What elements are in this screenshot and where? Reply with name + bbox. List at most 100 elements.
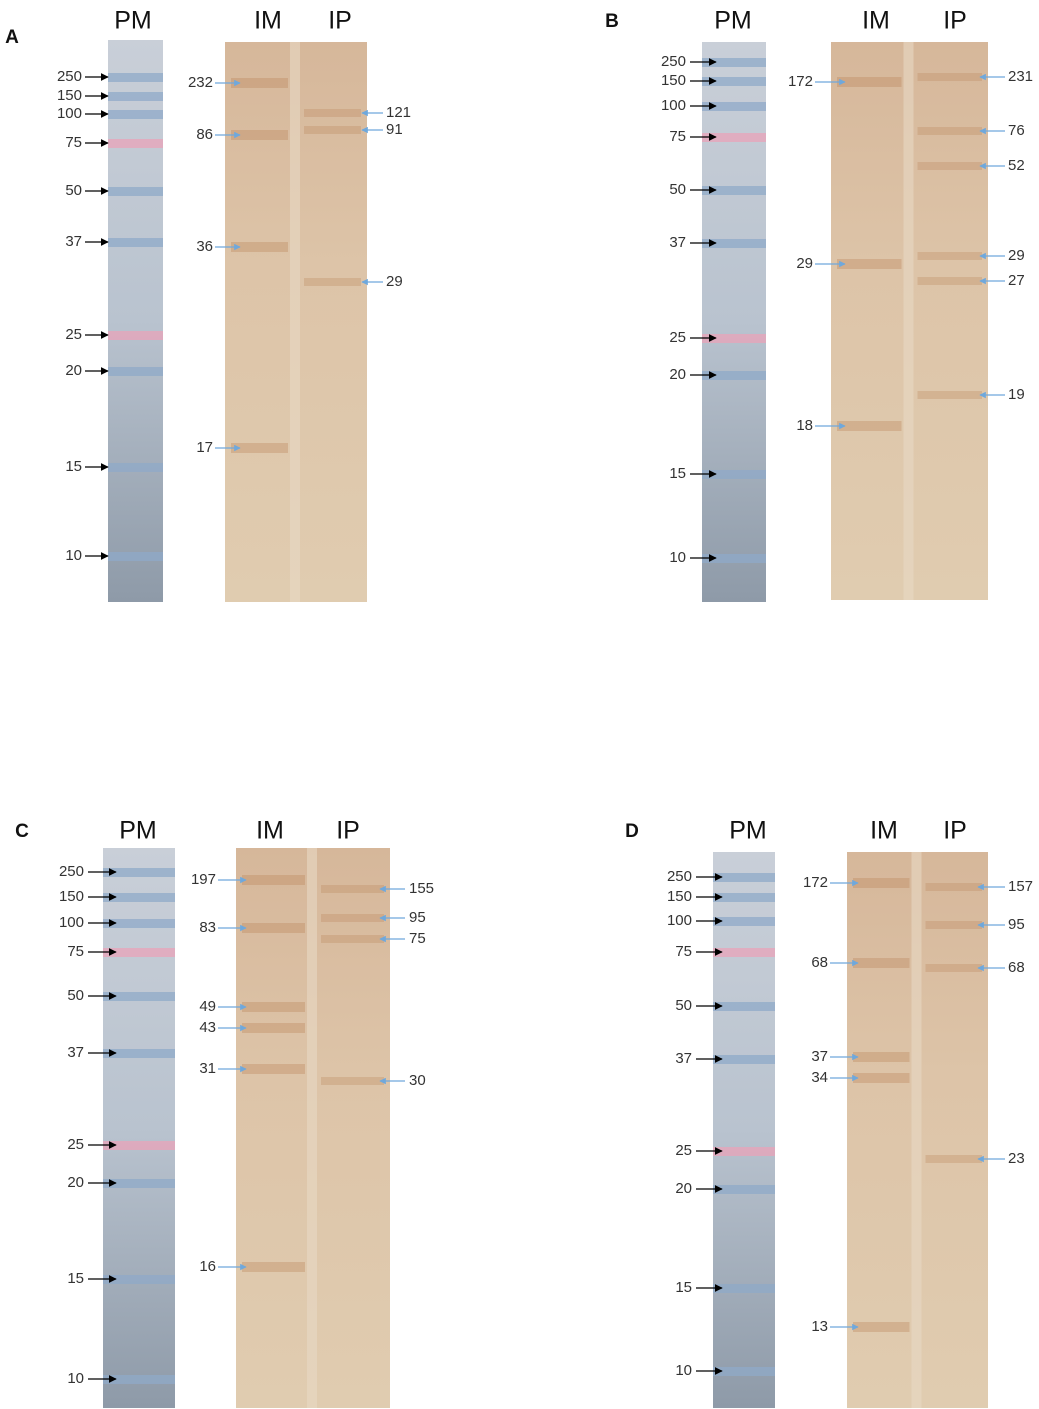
band-label: 83 — [199, 919, 216, 936]
lane-header: PM — [729, 817, 767, 845]
marker-label: 150 — [57, 87, 82, 104]
band-label: 19 — [1008, 386, 1025, 403]
marker-label: 100 — [667, 912, 692, 929]
blot-band — [304, 278, 361, 286]
marker-band — [702, 334, 766, 343]
marker-label: 100 — [661, 97, 686, 114]
marker-strip — [713, 852, 775, 1408]
marker-label: 50 — [675, 997, 692, 1014]
band-label: 91 — [386, 121, 403, 138]
lane-header: IP — [943, 817, 967, 845]
band-label: 34 — [811, 1069, 828, 1086]
marker-label: 100 — [57, 105, 82, 122]
band-label: 95 — [1008, 916, 1025, 933]
lane-header: IP — [328, 7, 352, 35]
blot-band — [242, 1023, 305, 1033]
lane-gap — [307, 848, 317, 1408]
band-label: 30 — [409, 1072, 426, 1089]
blot-band — [304, 126, 361, 134]
marker-band — [108, 463, 163, 472]
marker-label: 20 — [65, 362, 82, 379]
band-label: 76 — [1008, 122, 1025, 139]
marker-band — [702, 77, 766, 86]
band-label: 75 — [409, 930, 426, 947]
lane-gap — [290, 42, 300, 602]
marker-band — [713, 1055, 775, 1064]
blot-band — [231, 130, 288, 140]
marker-label: 250 — [59, 863, 84, 880]
marker-band — [702, 239, 766, 248]
blot-band — [242, 1002, 305, 1012]
band-label: 29 — [386, 273, 403, 290]
marker-band — [702, 133, 766, 142]
band-label: 52 — [1008, 157, 1025, 174]
blot-band — [231, 443, 288, 453]
panel-label: D — [625, 821, 639, 842]
band-label: 172 — [803, 874, 828, 891]
marker-band — [713, 873, 775, 882]
marker-label: 250 — [57, 68, 82, 85]
marker-band — [702, 58, 766, 67]
marker-band — [103, 868, 175, 877]
lane-header: IM — [256, 817, 284, 845]
lane-header: PM — [119, 817, 157, 845]
marker-band — [702, 554, 766, 563]
blot-band — [837, 421, 902, 431]
band-label: 29 — [796, 255, 813, 272]
marker-strip — [108, 40, 163, 602]
marker-band — [713, 948, 775, 957]
blot-band — [321, 1077, 384, 1085]
marker-label: 25 — [675, 1142, 692, 1159]
marker-band — [103, 1141, 175, 1150]
band-label: 17 — [196, 439, 213, 456]
blot-band — [231, 242, 288, 252]
marker-band — [713, 1284, 775, 1293]
marker-label: 75 — [669, 128, 686, 145]
marker-band — [108, 92, 163, 101]
marker-band — [713, 1002, 775, 1011]
marker-band — [103, 992, 175, 1001]
band-label: 68 — [1008, 959, 1025, 976]
blot-band — [925, 1155, 982, 1163]
lane-header: PM — [114, 7, 152, 35]
marker-band — [713, 1367, 775, 1376]
marker-label: 150 — [667, 888, 692, 905]
band-label: 18 — [796, 417, 813, 434]
marker-band — [108, 139, 163, 148]
band-label: 43 — [199, 1019, 216, 1036]
blot-band — [917, 277, 982, 285]
marker-label: 37 — [669, 234, 686, 251]
panel-label: B — [605, 11, 619, 32]
marker-band — [702, 371, 766, 380]
marker-label: 10 — [67, 1370, 84, 1387]
band-label: 197 — [191, 871, 216, 888]
marker-label: 25 — [669, 329, 686, 346]
band-label: 27 — [1008, 272, 1025, 289]
panel-label: A — [5, 27, 19, 48]
marker-label: 50 — [669, 181, 686, 198]
marker-band — [713, 1147, 775, 1156]
marker-label: 37 — [675, 1050, 692, 1067]
band-label: 157 — [1008, 878, 1033, 895]
marker-label: 15 — [675, 1279, 692, 1296]
marker-band — [702, 470, 766, 479]
marker-band — [702, 186, 766, 195]
marker-band — [103, 1375, 175, 1384]
marker-band — [103, 948, 175, 957]
band-label: 95 — [409, 909, 426, 926]
blot-band — [925, 883, 982, 891]
marker-band — [103, 1049, 175, 1058]
marker-band — [108, 73, 163, 82]
marker-label: 75 — [675, 943, 692, 960]
band-label: 68 — [811, 954, 828, 971]
marker-label: 15 — [67, 1270, 84, 1287]
blot-band — [917, 252, 982, 260]
blot-band — [853, 958, 910, 968]
blot-band — [837, 259, 902, 269]
band-label: 29 — [1008, 247, 1025, 264]
marker-label: 50 — [67, 987, 84, 1004]
marker-band — [108, 110, 163, 119]
lane-header: IM — [870, 817, 898, 845]
